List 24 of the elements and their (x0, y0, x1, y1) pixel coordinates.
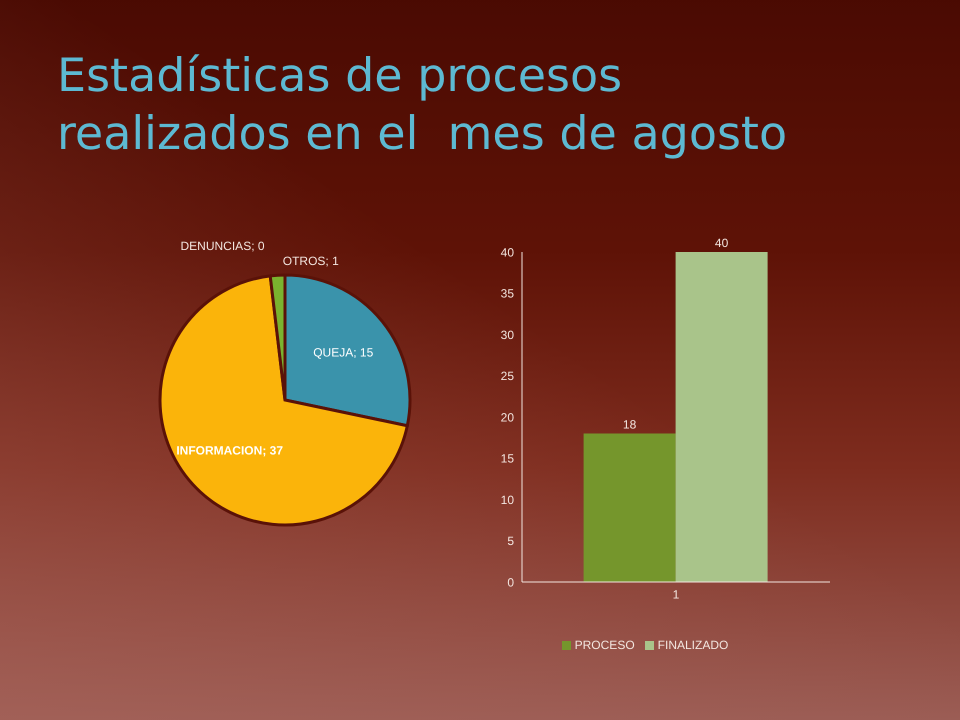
legend-label: FINALIZADO (658, 638, 728, 652)
data-label: ; 37 (262, 444, 284, 458)
category-label: DENUNCIAS (180, 238, 252, 253)
data-label: 40 (714, 236, 729, 250)
pie-slice (158, 274, 409, 526)
data-label: ; 15 (353, 346, 374, 360)
text: ; 0 (251, 238, 265, 253)
y-tick-label: 10 (500, 492, 514, 507)
x-tick-label: 1 (672, 588, 680, 602)
y-tick-label: 35 (500, 286, 514, 301)
y-tick-label: 0 (507, 575, 514, 590)
y-tick-label: 20 (500, 410, 514, 424)
y-tick-label: 25 (500, 369, 514, 384)
y-tick-label: 15 (500, 452, 514, 466)
legend-label: PROCESO (574, 638, 635, 652)
y-tick-label: 30 (500, 328, 514, 342)
data-label: 18 (622, 418, 637, 432)
data-label: ; 1 (325, 254, 340, 268)
chart-title: Estadísticas de procesos realizados en el mes de agosto (57, 47, 788, 162)
slice-label: OTROS (282, 254, 326, 268)
slice-label: INFORMACION (176, 444, 262, 458)
slice-label: QUEJA (313, 346, 354, 360)
y-tick-label: 5 (507, 534, 514, 548)
y-tick-label: 40 (500, 245, 514, 260)
